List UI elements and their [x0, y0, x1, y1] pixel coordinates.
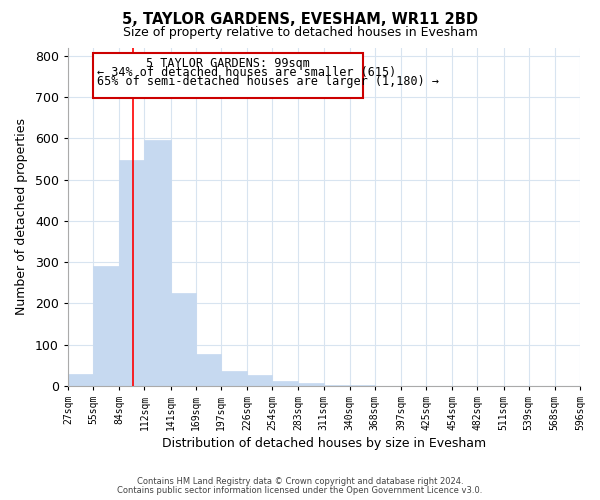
Bar — [93, 266, 119, 386]
Bar — [298, 383, 323, 386]
Text: Size of property relative to detached houses in Evesham: Size of property relative to detached ho… — [122, 26, 478, 39]
Text: 65% of semi-detached houses are larger (1,180) →: 65% of semi-detached houses are larger (… — [97, 75, 439, 88]
X-axis label: Distribution of detached houses by size in Evesham: Distribution of detached houses by size … — [162, 437, 486, 450]
Y-axis label: Number of detached properties: Number of detached properties — [15, 118, 28, 315]
Bar — [119, 160, 145, 386]
Bar — [272, 381, 298, 386]
Text: 5 TAYLOR GARDENS: 99sqm: 5 TAYLOR GARDENS: 99sqm — [146, 57, 310, 70]
Bar — [221, 370, 247, 386]
FancyBboxPatch shape — [93, 53, 363, 98]
Text: Contains public sector information licensed under the Open Government Licence v3: Contains public sector information licen… — [118, 486, 482, 495]
Bar — [145, 140, 170, 386]
Text: Contains HM Land Registry data © Crown copyright and database right 2024.: Contains HM Land Registry data © Crown c… — [137, 477, 463, 486]
Bar — [350, 385, 375, 386]
Bar — [68, 374, 93, 386]
Bar — [247, 376, 272, 386]
Text: ← 34% of detached houses are smaller (615): ← 34% of detached houses are smaller (61… — [97, 66, 396, 79]
Bar — [170, 293, 196, 386]
Bar — [196, 354, 221, 386]
Bar — [323, 384, 350, 386]
Text: 5, TAYLOR GARDENS, EVESHAM, WR11 2BD: 5, TAYLOR GARDENS, EVESHAM, WR11 2BD — [122, 12, 478, 28]
